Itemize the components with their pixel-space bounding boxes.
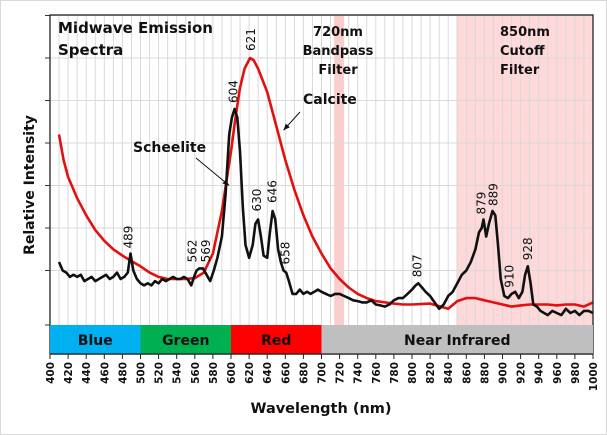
spectrum-bands: Blue Green Red Near Infrared (50, 325, 593, 355)
x-tick-label: 600 (226, 362, 238, 384)
filter-label-line: Filter (318, 63, 358, 78)
chart-title-line-1: Midwave Emission (58, 19, 213, 37)
series-lines (57, 56, 594, 317)
x-tick-label: 760 (371, 362, 383, 384)
filter-label-line: 850nm (500, 25, 550, 40)
peak-label-630: 630 (250, 189, 264, 212)
peak-label-646: 646 (266, 180, 280, 203)
x-tick-label: 640 (262, 362, 274, 384)
arrowhead-icon (222, 179, 230, 186)
x-tick-label: 740 (353, 362, 365, 384)
x-tick-label: 880 (479, 362, 491, 384)
x-tick-label: 440 (81, 362, 93, 384)
x-tick-label: 480 (117, 362, 129, 384)
x-tick-label: 840 (443, 362, 455, 384)
x-tick-label: 580 (208, 362, 220, 384)
peak-label-879: 879 (474, 192, 488, 215)
x-tick-label: 560 (190, 362, 202, 384)
annotations: 720nm Bandpass Filter 850nm Cutoff Filter 489 5… (122, 25, 550, 288)
peak-label-489: 489 (122, 226, 136, 249)
x-tick-label: 520 (154, 362, 166, 384)
band-label: Green (162, 333, 209, 349)
x-tick-label: 400 (45, 362, 57, 384)
peak-label-807: 807 (410, 254, 424, 277)
peak-label-604: 604 (227, 80, 241, 103)
band-label: Near Infrared (404, 333, 510, 349)
x-axis-label: Wavelength (nm) (250, 401, 391, 417)
peak-label-569: 569 (199, 239, 213, 262)
x-tick-label: 1000 (588, 362, 600, 391)
peak-label-562: 562 (186, 239, 200, 262)
filter-label-line: Cutoff (500, 44, 545, 59)
filter-regions (334, 15, 593, 325)
peak-label-928: 928 (521, 237, 535, 260)
peak-label-910: 910 (503, 265, 517, 288)
band-label: Blue (78, 333, 113, 349)
series-label-scheelite: Scheelite (133, 140, 206, 156)
x-tick-label: 920 (516, 362, 528, 384)
x-tick-label: 500 (136, 362, 148, 384)
x-tick-label: 700 (317, 362, 329, 384)
x-tick-label: 820 (425, 362, 437, 384)
x-tick-label: 860 (461, 362, 473, 384)
x-tick-label: 800 (407, 362, 419, 384)
chart-title-line-2: Spectra (58, 41, 123, 59)
arrow-scheelite (195, 157, 230, 186)
peak-label-658: 658 (278, 242, 292, 265)
y-axis-ticks (45, 15, 50, 326)
peak-label-621: 621 (244, 28, 258, 51)
x-tick-label: 900 (498, 362, 510, 384)
band-red (231, 325, 322, 354)
x-axis-ticks: 400 420 440 460 480 500 520 540 560 580 600 620 640 6… (45, 354, 600, 391)
y-axis-label: Relative Intensity (22, 115, 38, 255)
band-label: Red (261, 333, 291, 349)
x-tick-label: 540 (172, 362, 184, 384)
x-tick-label: 680 (298, 362, 310, 384)
filter-label-line: Filter (500, 63, 540, 78)
x-tick-label: 960 (552, 362, 564, 384)
x-tick-label: 780 (389, 362, 401, 384)
x-tick-label: 620 (244, 362, 256, 384)
x-tick-label: 980 (570, 362, 582, 384)
x-tick-label: 940 (534, 362, 546, 384)
band-green (140, 325, 231, 354)
x-tick-label: 720 (335, 362, 347, 384)
band-blue (50, 325, 141, 354)
filter-label-line: 720nm (313, 25, 363, 40)
arrowhead-icon (283, 123, 290, 131)
series-label-calcite: Calcite (303, 92, 357, 108)
x-tick-label: 420 (63, 362, 75, 384)
peak-label-889: 889 (487, 183, 501, 206)
x-tick-label: 660 (280, 362, 292, 384)
filter-label-line: Bandpass (303, 44, 374, 59)
x-tick-label: 460 (99, 362, 111, 384)
series-line-calcite (57, 56, 594, 311)
gridlines (50, 15, 593, 325)
series-line-scheelite (57, 107, 594, 317)
band-near-infrared (321, 325, 593, 354)
